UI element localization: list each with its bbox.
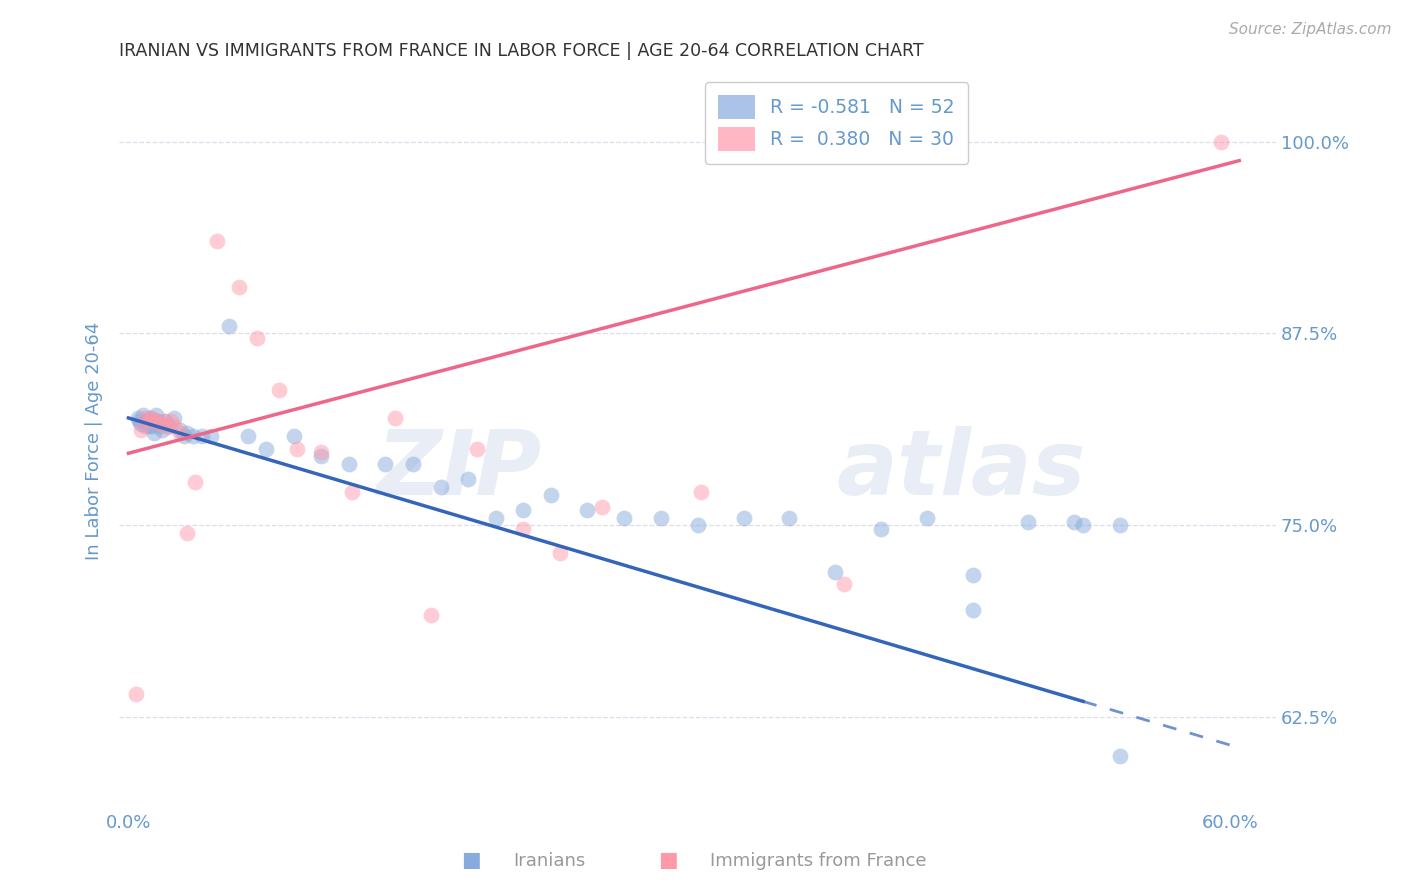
Point: [824, 565, 846, 579]
Point: [1109, 748, 1132, 763]
Point: [402, 457, 425, 471]
Point: [131, 417, 153, 431]
Point: [228, 280, 250, 294]
Point: [915, 510, 938, 524]
Point: [181, 429, 204, 443]
Point: [1109, 518, 1132, 533]
Point: [686, 518, 709, 533]
Point: [1017, 516, 1039, 530]
Point: [236, 429, 259, 443]
Point: [163, 411, 186, 425]
Point: [191, 429, 214, 443]
Point: [1071, 518, 1094, 533]
Point: [143, 426, 166, 441]
Point: [429, 480, 451, 494]
Point: [834, 576, 856, 591]
Point: [733, 510, 755, 524]
Point: [485, 510, 508, 524]
Point: [163, 418, 186, 433]
Point: [962, 603, 984, 617]
Point: [141, 411, 163, 425]
Point: [457, 472, 479, 486]
Text: atlas: atlas: [837, 426, 1085, 515]
Point: [309, 450, 332, 464]
Point: [540, 488, 562, 502]
Text: ■: ■: [461, 850, 481, 870]
Point: [218, 318, 240, 333]
Point: [183, 475, 205, 490]
Point: [1063, 516, 1085, 530]
Text: ■: ■: [658, 850, 678, 870]
Text: Iranians: Iranians: [513, 852, 585, 870]
Point: [138, 418, 160, 433]
Text: ZIP: ZIP: [377, 426, 541, 515]
Point: [591, 500, 613, 514]
Point: [125, 687, 148, 701]
Point: [150, 423, 173, 437]
Point: [146, 414, 169, 428]
Point: [337, 457, 360, 471]
Point: [128, 414, 150, 428]
Point: [145, 408, 167, 422]
Point: [134, 418, 156, 433]
Point: [141, 418, 163, 433]
Point: [1209, 135, 1232, 149]
Point: [254, 442, 277, 456]
Text: Immigrants from France: Immigrants from France: [710, 852, 927, 870]
Point: [134, 411, 156, 425]
Point: [962, 567, 984, 582]
Point: [870, 522, 893, 536]
Point: [149, 417, 172, 431]
Point: [342, 484, 364, 499]
Point: [145, 414, 167, 428]
Point: [576, 503, 599, 517]
Point: [176, 426, 198, 441]
Point: [139, 411, 162, 425]
Point: [176, 526, 198, 541]
Point: [169, 423, 191, 437]
Text: IRANIAN VS IMMIGRANTS FROM FRANCE IN LABOR FORCE | AGE 20-64 CORRELATION CHART: IRANIAN VS IMMIGRANTS FROM FRANCE IN LAB…: [120, 42, 924, 60]
Point: [149, 418, 172, 433]
Point: [138, 414, 160, 428]
Point: [152, 414, 174, 428]
Y-axis label: In Labor Force | Age 20-64: In Labor Force | Age 20-64: [86, 322, 103, 560]
Text: Source: ZipAtlas.com: Source: ZipAtlas.com: [1229, 22, 1392, 37]
Point: [384, 411, 406, 425]
Point: [135, 414, 157, 428]
Point: [127, 411, 149, 425]
Point: [309, 444, 332, 458]
Point: [778, 510, 800, 524]
Point: [283, 429, 305, 443]
Point: [157, 418, 180, 433]
Point: [205, 235, 228, 249]
Legend: R = -0.581   N = 52, R =  0.380   N = 30: R = -0.581 N = 52, R = 0.380 N = 30: [704, 82, 969, 164]
Point: [131, 423, 153, 437]
Point: [169, 426, 191, 441]
Point: [173, 429, 195, 443]
Point: [267, 384, 290, 398]
Point: [153, 414, 176, 428]
Point: [200, 429, 222, 443]
Point: [465, 442, 488, 456]
Point: [156, 420, 179, 434]
Point: [650, 510, 672, 524]
Point: [512, 503, 534, 517]
Point: [512, 522, 534, 536]
Point: [420, 607, 443, 622]
Point: [613, 510, 636, 524]
Point: [374, 457, 396, 471]
Point: [285, 442, 308, 456]
Point: [132, 408, 155, 422]
Point: [690, 484, 713, 499]
Point: [246, 331, 269, 345]
Point: [159, 414, 181, 428]
Point: [548, 546, 571, 560]
